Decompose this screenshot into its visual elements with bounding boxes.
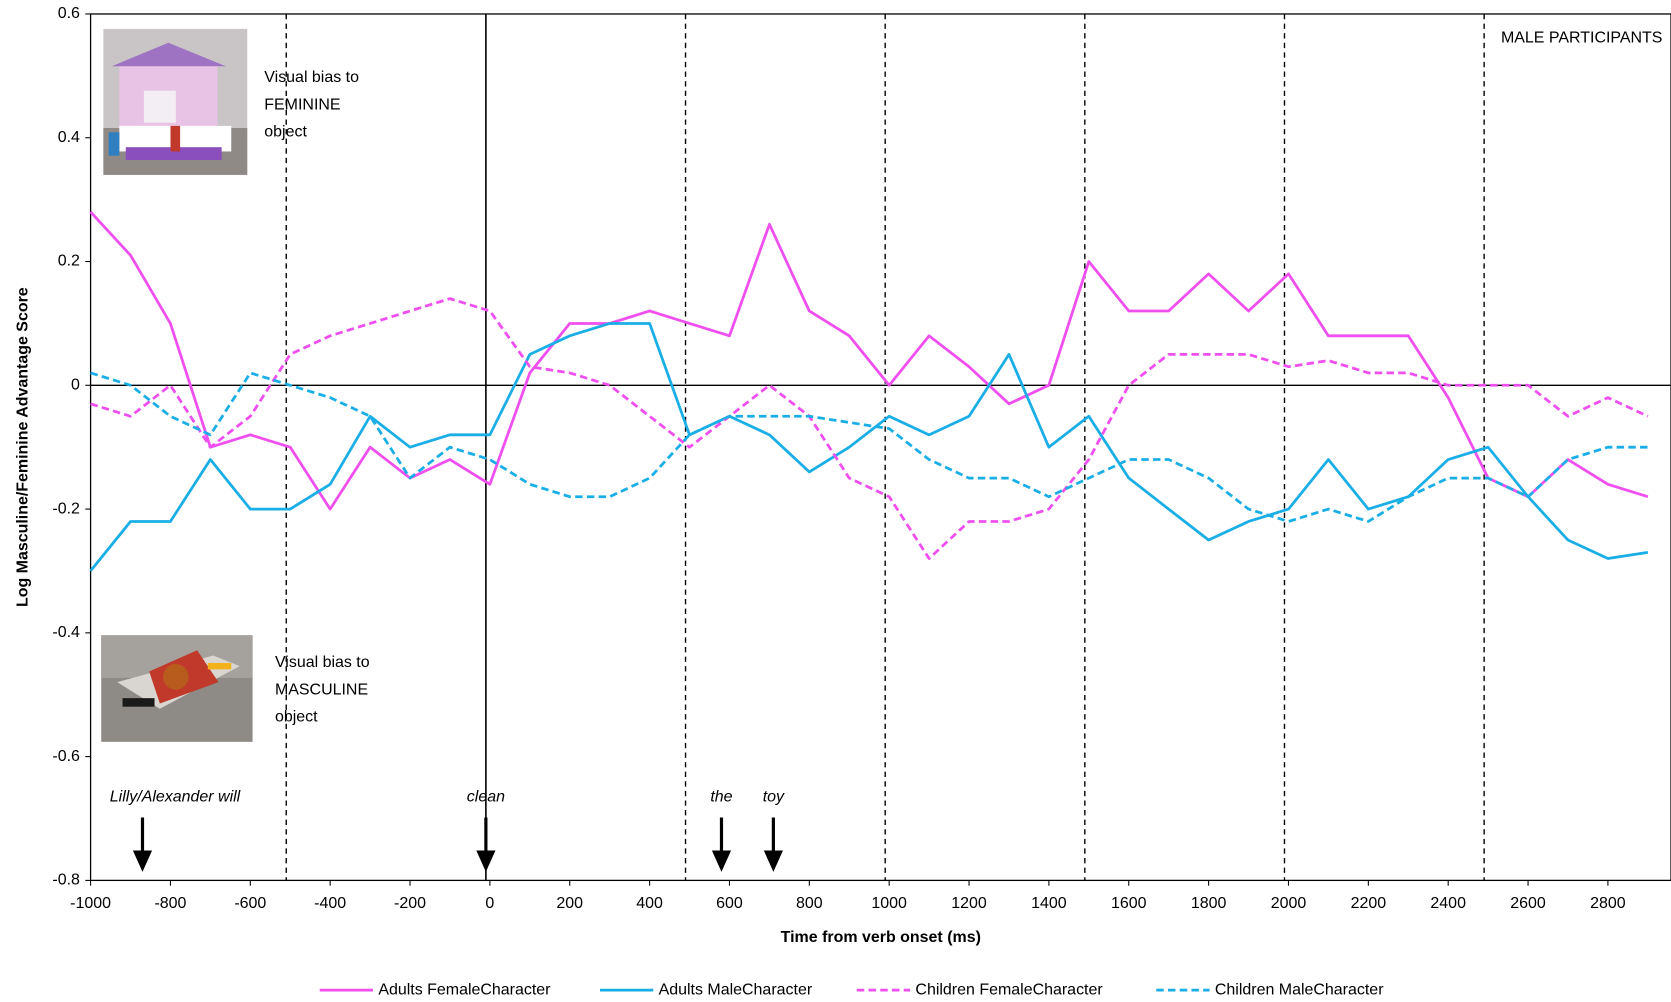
x-tick-label: 1800 (1191, 895, 1227, 912)
x-tick-label: 2000 (1271, 895, 1307, 912)
x-tick-label: 1000 (871, 895, 907, 912)
panel-label: MALE PARTICIPANTS (1501, 30, 1663, 47)
legend-label: Adults FemaleCharacter (378, 981, 551, 998)
x-tick-label: 2800 (1590, 895, 1626, 912)
series-line (89, 322, 1649, 572)
y-tick-label: -0.8 (52, 872, 80, 889)
x-tick-label: -1000 (70, 895, 111, 912)
y-tick-label: -0.2 (52, 500, 80, 517)
series-line (90, 297, 1649, 560)
x-tick-label: 200 (556, 895, 583, 912)
x-tick-label: -400 (314, 895, 346, 912)
image-note: FEMININE (264, 96, 340, 113)
x-tick-label: 1600 (1111, 895, 1147, 912)
x-tick-label: 1200 (951, 895, 987, 912)
x-tick-label: 0 (485, 895, 494, 912)
y-axis-title: Log Masculine/Feminine Advantage Score (15, 287, 32, 607)
y-tick-label: 0.4 (58, 129, 80, 146)
word-arrow-head (711, 850, 732, 872)
legend-label: Children FemaleCharacter (915, 981, 1103, 998)
series-line (90, 371, 1648, 523)
image-note: Visual bias to (275, 654, 370, 671)
x-tick-label: 400 (636, 895, 663, 912)
x-tick-label: -600 (234, 895, 266, 912)
x-tick-label: 800 (796, 895, 823, 912)
x-tick-label: -800 (154, 895, 186, 912)
y-tick-label: 0 (71, 377, 80, 394)
x-tick-label: -200 (394, 895, 426, 912)
feminine-object-image (103, 28, 248, 175)
y-tick-label: 0.6 (58, 5, 80, 22)
legend-label: Children MaleCharacter (1215, 981, 1384, 998)
word-arrow-head (132, 850, 153, 872)
y-tick-label: 0.2 (58, 253, 80, 270)
plot-frame (89, 13, 1671, 882)
image-note: object (264, 123, 307, 140)
masculine-object-image (101, 635, 253, 742)
series-line (89, 211, 1649, 511)
image-note: Visual bias to (264, 69, 359, 86)
legend-label: Adults MaleCharacter (659, 981, 813, 998)
image-note: MASCULINE (275, 681, 368, 698)
word-label: toy (763, 788, 785, 805)
image-note: object (275, 709, 318, 726)
x-axis-title: Time from verb onset (ms) (781, 929, 981, 946)
word-label: Lilly/Alexander will (110, 788, 241, 805)
y-tick-label: -0.4 (52, 624, 80, 641)
x-tick-label: 2600 (1510, 895, 1546, 912)
x-tick-label: 2400 (1430, 895, 1466, 912)
y-tick-label: -0.6 (52, 748, 80, 765)
word-arrow-head (763, 850, 783, 872)
word-label: the (710, 788, 732, 805)
x-tick-label: 600 (716, 895, 743, 912)
word-label: clean (467, 788, 505, 805)
word-arrow-head (476, 850, 496, 872)
x-tick-label: 1400 (1031, 895, 1067, 912)
x-tick-label: 2200 (1351, 895, 1387, 912)
